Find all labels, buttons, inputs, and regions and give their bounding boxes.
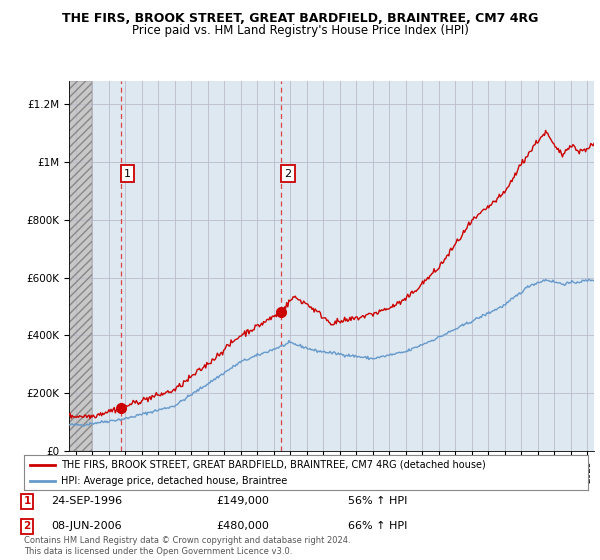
Text: £480,000: £480,000 <box>216 521 269 531</box>
Text: 08-JUN-2006: 08-JUN-2006 <box>51 521 122 531</box>
Text: Price paid vs. HM Land Registry's House Price Index (HPI): Price paid vs. HM Land Registry's House … <box>131 24 469 36</box>
Text: 2: 2 <box>23 521 31 531</box>
Text: THE FIRS, BROOK STREET, GREAT BARDFIELD, BRAINTREE, CM7 4RG (detached house): THE FIRS, BROOK STREET, GREAT BARDFIELD,… <box>61 460 485 470</box>
Text: 1: 1 <box>23 496 31 506</box>
Text: Contains HM Land Registry data © Crown copyright and database right 2024.
This d: Contains HM Land Registry data © Crown c… <box>24 536 350 556</box>
Bar <box>69 81 92 451</box>
Bar <box>69 81 92 451</box>
Text: 56% ↑ HPI: 56% ↑ HPI <box>348 496 407 506</box>
Text: 66% ↑ HPI: 66% ↑ HPI <box>348 521 407 531</box>
Text: £149,000: £149,000 <box>216 496 269 506</box>
Text: THE FIRS, BROOK STREET, GREAT BARDFIELD, BRAINTREE, CM7 4RG: THE FIRS, BROOK STREET, GREAT BARDFIELD,… <box>62 12 538 25</box>
Text: 24-SEP-1996: 24-SEP-1996 <box>51 496 122 506</box>
Text: HPI: Average price, detached house, Braintree: HPI: Average price, detached house, Brai… <box>61 477 287 486</box>
Text: 2: 2 <box>284 169 292 179</box>
Text: 1: 1 <box>124 169 131 179</box>
